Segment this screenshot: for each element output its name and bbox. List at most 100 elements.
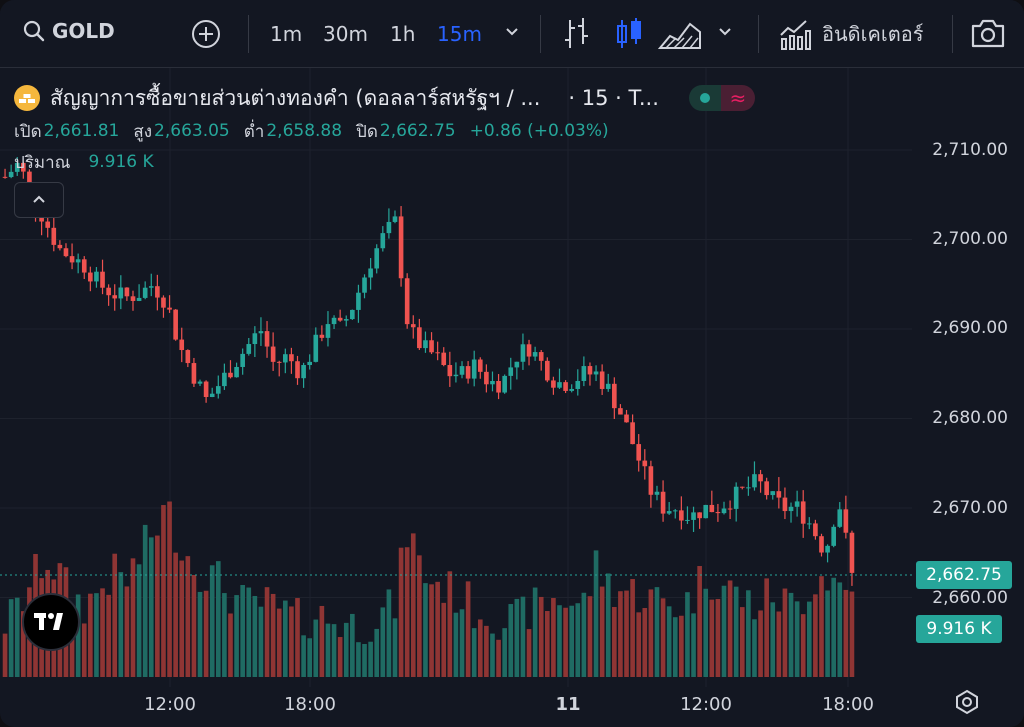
candle-body[interactable] bbox=[203, 381, 209, 397]
candle-body[interactable] bbox=[88, 272, 93, 282]
candle-body[interactable] bbox=[118, 287, 124, 299]
candle-body[interactable] bbox=[715, 512, 721, 514]
candle-body[interactable] bbox=[222, 372, 227, 387]
candle-body[interactable] bbox=[258, 331, 264, 334]
candle-body[interactable] bbox=[240, 353, 245, 367]
candle-body[interactable] bbox=[100, 271, 105, 288]
candle-body[interactable] bbox=[605, 383, 611, 389]
candle-body[interactable] bbox=[289, 354, 294, 362]
candle-body[interactable] bbox=[685, 519, 690, 521]
candle-body[interactable] bbox=[246, 344, 252, 354]
candle-body[interactable] bbox=[21, 162, 26, 172]
collapse-legend-button[interactable] bbox=[14, 182, 64, 218]
candle-body[interactable] bbox=[612, 383, 617, 409]
candle-body[interactable] bbox=[136, 297, 142, 301]
candle-body[interactable] bbox=[14, 162, 20, 172]
candle-body[interactable] bbox=[337, 317, 343, 321]
candle-body[interactable] bbox=[398, 216, 404, 279]
candle-body[interactable] bbox=[630, 422, 635, 445]
candle-body[interactable] bbox=[148, 286, 154, 288]
candle-body[interactable] bbox=[350, 309, 355, 320]
candle-body[interactable] bbox=[752, 474, 757, 488]
candle-body[interactable] bbox=[410, 324, 416, 328]
candle-body[interactable] bbox=[465, 366, 471, 379]
candle-body[interactable] bbox=[544, 360, 550, 381]
candle-body[interactable] bbox=[215, 386, 221, 394]
candle-body[interactable] bbox=[380, 233, 386, 249]
candle-body[interactable] bbox=[819, 536, 824, 553]
candle-body[interactable] bbox=[666, 511, 672, 514]
candle-body[interactable] bbox=[301, 365, 306, 379]
candle-body[interactable] bbox=[709, 504, 715, 513]
candle-body[interactable] bbox=[234, 366, 239, 378]
candle-body[interactable] bbox=[417, 327, 422, 349]
candle-body[interactable] bbox=[599, 371, 605, 389]
interval-30m[interactable]: 30m bbox=[323, 22, 368, 46]
candle-body[interactable] bbox=[27, 171, 32, 186]
candle-body[interactable] bbox=[313, 334, 319, 362]
candle-body[interactable] bbox=[319, 334, 325, 338]
candle-body[interactable] bbox=[63, 248, 69, 257]
candle-body[interactable] bbox=[691, 512, 696, 520]
candle-body[interactable] bbox=[69, 256, 75, 263]
chart-type-dropdown-button[interactable] bbox=[716, 22, 734, 40]
candle-body[interactable] bbox=[343, 319, 349, 321]
candle-body[interactable] bbox=[106, 287, 111, 296]
candle-body[interactable] bbox=[794, 501, 800, 507]
candle-body[interactable] bbox=[800, 501, 806, 524]
candle-body[interactable] bbox=[490, 380, 495, 385]
interval-15m-active[interactable]: 15m bbox=[437, 22, 482, 46]
candle-body[interactable] bbox=[276, 361, 282, 363]
candle-body[interactable] bbox=[197, 381, 203, 384]
candle-body[interactable] bbox=[654, 491, 660, 495]
candle-body[interactable] bbox=[155, 286, 160, 298]
candle-body[interactable] bbox=[520, 344, 526, 362]
candle-body[interactable] bbox=[2, 176, 8, 178]
candle-body[interactable] bbox=[806, 523, 812, 525]
candle-body[interactable] bbox=[569, 388, 574, 391]
candle-body[interactable] bbox=[51, 227, 57, 245]
price-axis[interactable]: 2,710.00 2,700.00 2,690.00 2,680.00 2,67… bbox=[914, 68, 1024, 688]
candle-body[interactable] bbox=[776, 491, 782, 498]
market-status-badge[interactable]: ≈ bbox=[688, 85, 755, 111]
candle-body[interactable] bbox=[185, 350, 191, 364]
interval-1h[interactable]: 1h bbox=[390, 22, 416, 46]
candle-body[interactable] bbox=[75, 259, 81, 263]
candle-body[interactable] bbox=[161, 297, 166, 308]
candle-body[interactable] bbox=[368, 268, 373, 278]
candle-body[interactable] bbox=[496, 380, 501, 393]
candle-body[interactable] bbox=[252, 333, 258, 345]
candle-body[interactable] bbox=[264, 331, 270, 347]
candle-body[interactable] bbox=[362, 277, 367, 293]
candle-body[interactable] bbox=[697, 512, 702, 519]
candles-chart-type-button[interactable] bbox=[614, 14, 644, 54]
candle-body[interactable] bbox=[441, 352, 447, 366]
candle-body[interactable] bbox=[837, 509, 843, 527]
candle-body[interactable] bbox=[733, 486, 739, 509]
interval-1m[interactable]: 1m bbox=[270, 22, 303, 46]
candle-body[interactable] bbox=[228, 372, 233, 378]
candle-body[interactable] bbox=[788, 506, 794, 512]
candle-body[interactable] bbox=[526, 344, 532, 357]
candle-body[interactable] bbox=[581, 366, 587, 381]
candle-body[interactable] bbox=[770, 491, 776, 496]
candle-body[interactable] bbox=[624, 414, 629, 423]
time-axis[interactable]: 12:00 18:00 11 12:00 18:00 bbox=[0, 687, 1024, 727]
candle-body[interactable] bbox=[502, 375, 507, 393]
candle-body[interactable] bbox=[514, 361, 520, 368]
candle-body[interactable] bbox=[429, 340, 434, 353]
candle-body[interactable] bbox=[532, 352, 538, 357]
candle-body[interactable] bbox=[459, 366, 465, 375]
indicators-button[interactable]: อินดิเคเตอร์ bbox=[778, 17, 923, 51]
candle-body[interactable] bbox=[283, 354, 288, 363]
candle-body[interactable] bbox=[173, 309, 178, 340]
symbol-search[interactable]: GOLD bbox=[22, 19, 115, 43]
candle-body[interactable] bbox=[57, 244, 63, 249]
candle-body[interactable] bbox=[94, 271, 99, 282]
candle-body[interactable] bbox=[209, 393, 215, 397]
candle-body[interactable] bbox=[453, 374, 459, 377]
candle-body[interactable] bbox=[593, 371, 599, 375]
candle-body[interactable] bbox=[45, 221, 51, 228]
candle-body[interactable] bbox=[435, 352, 440, 354]
candle-body[interactable] bbox=[423, 340, 428, 349]
